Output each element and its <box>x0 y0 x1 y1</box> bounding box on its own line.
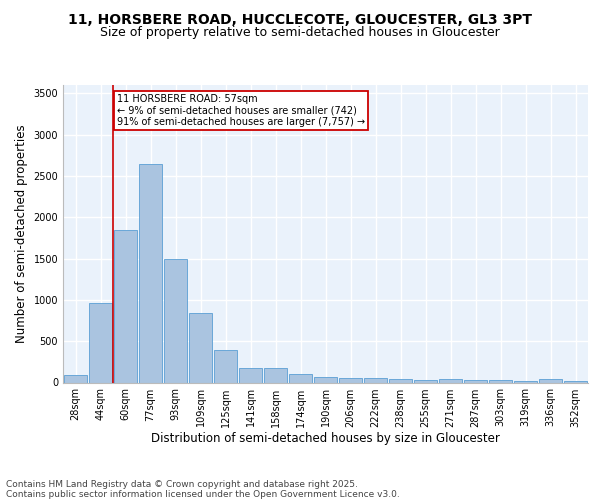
Bar <box>164 260 187 382</box>
Bar <box>389 379 412 382</box>
Bar <box>514 381 538 382</box>
Bar <box>338 378 362 382</box>
X-axis label: Distribution of semi-detached houses by size in Gloucester: Distribution of semi-detached houses by … <box>151 432 500 446</box>
Bar <box>439 379 463 382</box>
Bar <box>488 380 512 382</box>
Text: 11 HORSBERE ROAD: 57sqm
← 9% of semi-detached houses are smaller (742)
91% of se: 11 HORSBERE ROAD: 57sqm ← 9% of semi-det… <box>117 94 365 128</box>
Bar <box>263 368 287 382</box>
Bar <box>464 380 487 382</box>
Bar <box>239 368 262 382</box>
Text: 11, HORSBERE ROAD, HUCCLECOTE, GLOUCESTER, GL3 3PT: 11, HORSBERE ROAD, HUCCLECOTE, GLOUCESTE… <box>68 12 532 26</box>
Bar <box>188 313 212 382</box>
Bar <box>64 375 88 382</box>
Bar <box>139 164 163 382</box>
Bar <box>89 303 112 382</box>
Y-axis label: Number of semi-detached properties: Number of semi-detached properties <box>15 124 28 343</box>
Bar <box>413 380 437 382</box>
Text: Size of property relative to semi-detached houses in Gloucester: Size of property relative to semi-detach… <box>100 26 500 39</box>
Bar <box>314 377 337 382</box>
Text: Contains HM Land Registry data © Crown copyright and database right 2025.
Contai: Contains HM Land Registry data © Crown c… <box>6 480 400 499</box>
Bar <box>539 379 562 382</box>
Bar <box>563 381 587 382</box>
Bar <box>289 374 313 382</box>
Bar <box>214 350 238 382</box>
Bar <box>113 230 137 382</box>
Bar <box>364 378 388 382</box>
